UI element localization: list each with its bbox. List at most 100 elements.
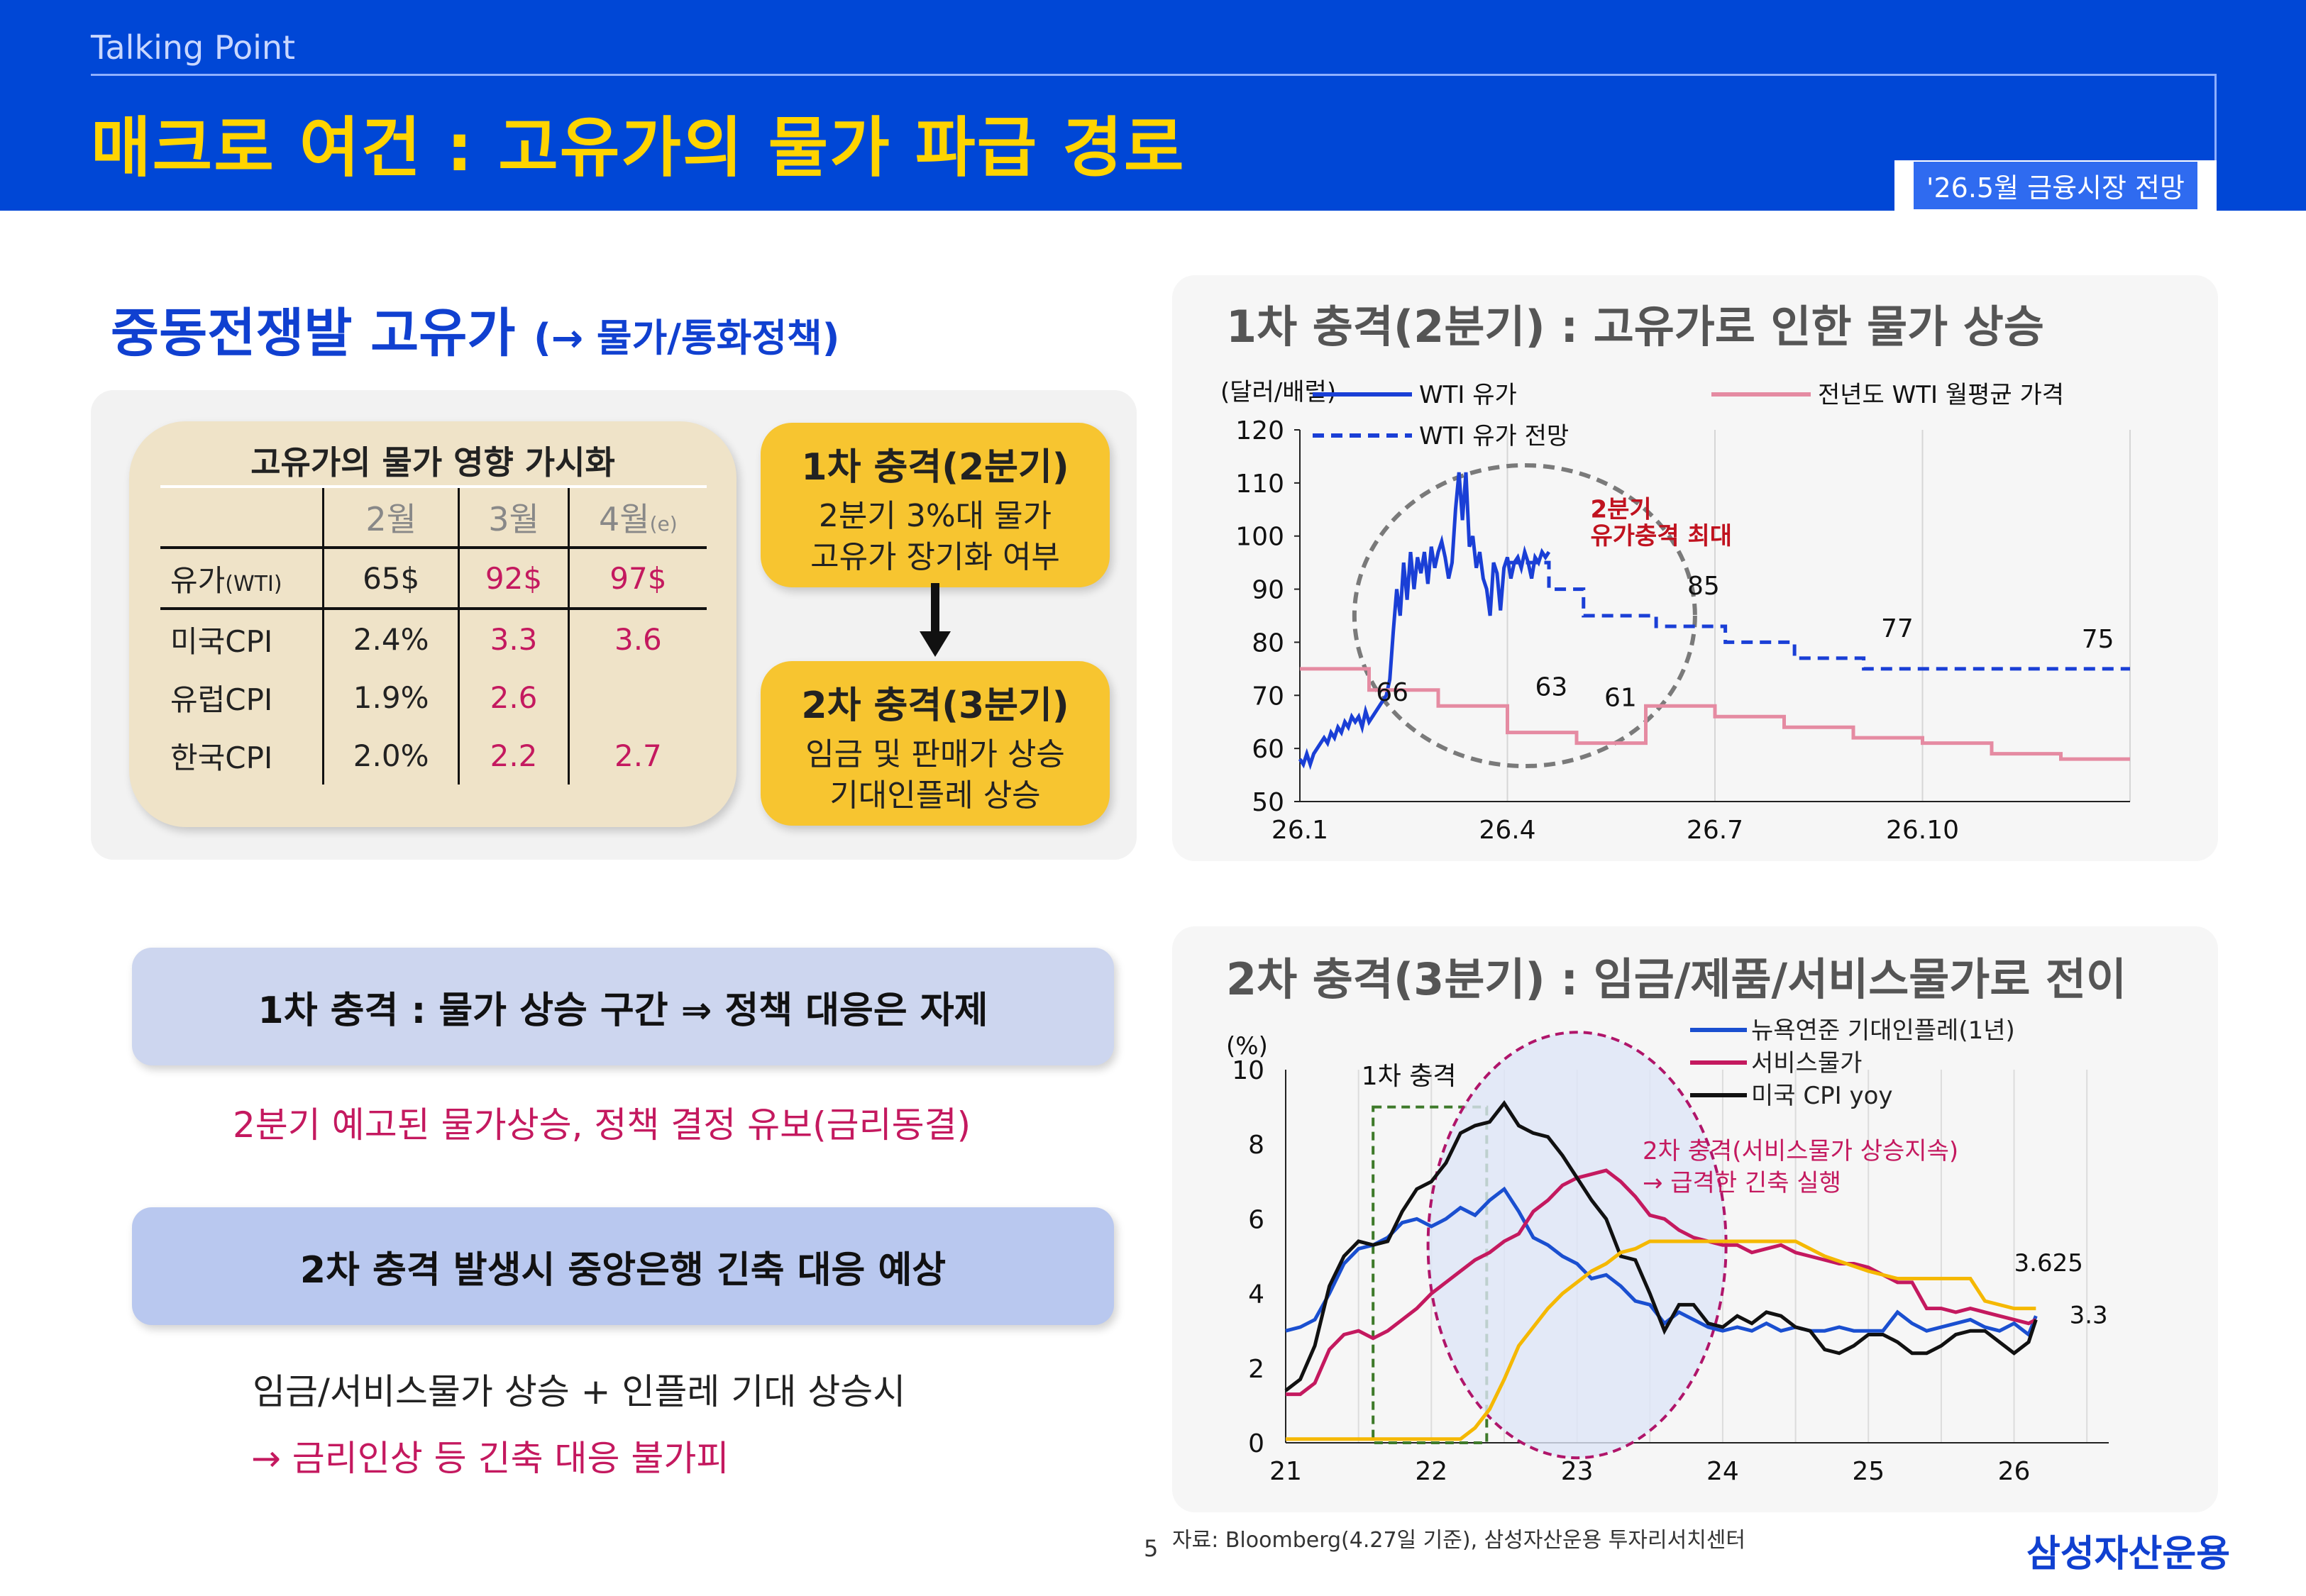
table-cell: 3.3 [458, 609, 570, 668]
impact-table-title: 고유가의 물가 영향 가시화 [250, 443, 615, 482]
policy-box-2: 2차 충격 발생시 중앙은행 긴축 대응 예상 [132, 1207, 1114, 1325]
y-tick-label: 120 [1235, 416, 1284, 445]
policy-note-3: → 금리인상 등 긴축 대응 불가피 [251, 1438, 729, 1479]
table-row: 유가(WTI) 65$ 92$ 97$ [160, 548, 707, 609]
shock-ellipse [1352, 463, 1697, 768]
shock1-box-marker [1372, 1105, 1489, 1444]
x-tick-label: 26 [1998, 1457, 2031, 1486]
y-tick-label: 100 [1235, 523, 1284, 552]
row-label: 미국CPI [160, 609, 324, 668]
section-title-sub: (→ 물가/통화정책) [534, 316, 840, 360]
chart1-title: 1차 충격(2분기) : 고유가로 인한 물가 상승 [1226, 301, 2044, 353]
table-header-cell: 3월 [458, 487, 570, 548]
legend-label: WTI 유가 [1419, 381, 1517, 409]
annotation-label: → 급격한 긴축 실행 [1643, 1169, 1841, 1197]
y-tick-label: 10 [1232, 1056, 1264, 1085]
row-label-suffix: (WTI) [225, 571, 282, 597]
row-label: 한국CPI [160, 726, 324, 785]
y-tick-label: 4 [1248, 1280, 1264, 1309]
series-line-2 [1300, 667, 2130, 761]
annotation-label: 3.3 [2070, 1302, 2108, 1330]
x-tick-label: 24 [1706, 1457, 1739, 1486]
y-tick-label: 6 [1248, 1205, 1264, 1234]
annotation-label: 2분기 [1591, 496, 1652, 524]
series-line-2 [1284, 1100, 2038, 1392]
series-line-1 [1286, 1168, 2037, 1397]
table-cell: 2.6 [458, 668, 570, 726]
y-axis-label: (%) [1226, 1032, 1268, 1060]
policy-note-1: 2분기 예고된 물가상승, 정책 결정 유보(금리동결) [233, 1104, 971, 1146]
x-tick-label: 23 [1561, 1457, 1594, 1486]
table-cell: 97$ [609, 560, 667, 596]
policy-box-1: 1차 충격 : 물가 상승 구간 ⇒ 정책 대응은 자제 [132, 948, 1114, 1065]
table-row: 한국CPI 2.0% 2.2 2.7 [160, 726, 707, 785]
table-header-suffix: (e) [649, 512, 678, 536]
series-line-1 [1507, 560, 2130, 671]
x-tick-label: 26.10 [1886, 816, 1959, 845]
shock1-line1: 2분기 3%대 물가 [818, 498, 1052, 534]
shock1-box: 1차 충격(2분기) 2분기 3%대 물가 고유가 장기화 여부 [761, 423, 1110, 587]
table-row: 미국CPI 2.4% 3.3 3.6 [160, 609, 707, 668]
y-tick-label: 60 [1252, 735, 1284, 764]
chart1-panel [1172, 275, 2218, 861]
legend-label: 미국 CPI yoy [1751, 1082, 1893, 1110]
table-cell: 1.9% [323, 668, 460, 726]
impact-table: 2월 3월 4월(e) 유가(WTI) 65$ 92$ 97$ 미국CPI 2.… [160, 485, 707, 785]
table-header-cell: 2월 [323, 487, 460, 548]
row-label: 유가(WTI) [160, 548, 324, 609]
series-line-0 [1285, 1186, 2038, 1338]
series-line-0 [1298, 472, 1551, 770]
shock2-title: 2차 충격(3분기) [801, 685, 1069, 727]
row-label-text: 유가 [170, 563, 226, 598]
y-tick-label: 80 [1252, 628, 1284, 658]
x-tick-label: 22 [1415, 1457, 1447, 1486]
annotation-label: 75 [2082, 625, 2114, 654]
series-line-3 [1286, 1239, 2036, 1441]
legend-label: 뉴욕연준 기대인플레(1년) [1751, 1016, 2015, 1045]
page-title: 매크로 여건 : 고유가의 물가 파급 경로 [91, 110, 1186, 186]
table-cell: 2.4% [323, 609, 460, 668]
table-cell: 3.6 [614, 621, 662, 657]
shock1-title: 1차 충격(2분기) [801, 446, 1069, 489]
y-tick-label: 50 [1252, 788, 1284, 817]
legend-label: 전년도 WTI 월평균 가격 [1818, 381, 2064, 409]
shock2-box: 2차 충격(3분기) 임금 및 판매가 상승 기대인플레 상승 [761, 661, 1110, 826]
table-header-cell [160, 487, 324, 548]
header-divider [91, 74, 2217, 76]
section-title-main: 중동전쟁발 고유가 [111, 303, 516, 364]
x-tick-label: 21 [1269, 1457, 1302, 1486]
page-number: 5 [1144, 1535, 1159, 1562]
annotation-label: 77 [1881, 614, 1914, 643]
header-divider-vertical [2214, 74, 2217, 166]
legend-label: 서비스물가 [1751, 1049, 1862, 1077]
report-tag-text: '26.5월 금융시장 전망 [1914, 162, 2197, 209]
annotation-label: 66 [1376, 678, 1408, 707]
shock2-line2: 기대인플레 상승 [829, 777, 1041, 814]
policy-note-2: 임금/서비스물가 상승 + 인플레 기대 상승시 [253, 1371, 906, 1412]
table-cell: 65$ [323, 548, 460, 609]
row-label: 유럽CPI [160, 668, 324, 726]
annotation-label: 2차 충격(서비스물가 상승지속) [1643, 1137, 1958, 1165]
table-cell: 2.7 [614, 738, 662, 773]
table-header-cell: 4월(e) [568, 487, 707, 548]
table-cell: 2.0% [323, 726, 460, 785]
section-title: 중동전쟁발 고유가 (→ 물가/통화정책) [111, 291, 839, 367]
arrow-down-icon [920, 583, 951, 657]
table-header-row: 2월 3월 4월(e) [160, 487, 707, 548]
shock1-line2: 고유가 장기화 여부 [810, 539, 1060, 575]
shock2-ellipse [1426, 1031, 1728, 1460]
y-tick-label: 90 [1252, 576, 1284, 605]
y-tick-label: 110 [1235, 470, 1284, 499]
chart2-title: 2차 충격(3분기) : 임금/제품/서비스물가로 전이 [1226, 953, 2127, 1005]
impact-table-card: 고유가의 물가 영향 가시화 2월 3월 4월(e) 유가(WTI) 65$ 9… [129, 421, 737, 827]
table-cell: 92$ [458, 548, 570, 609]
shock2-line1: 임금 및 판매가 상승 [805, 736, 1065, 772]
annotation-label: 3.625 [2014, 1249, 2083, 1278]
annotation-label: 63 [1535, 672, 1568, 702]
x-tick-label: 25 [1852, 1457, 1885, 1486]
table-cell [568, 668, 707, 726]
header-bar: Talking Point 매크로 여건 : 고유가의 물가 파급 경로 '26… [0, 0, 2306, 211]
annotation-label: 유가충격 최대 [1591, 522, 1733, 550]
